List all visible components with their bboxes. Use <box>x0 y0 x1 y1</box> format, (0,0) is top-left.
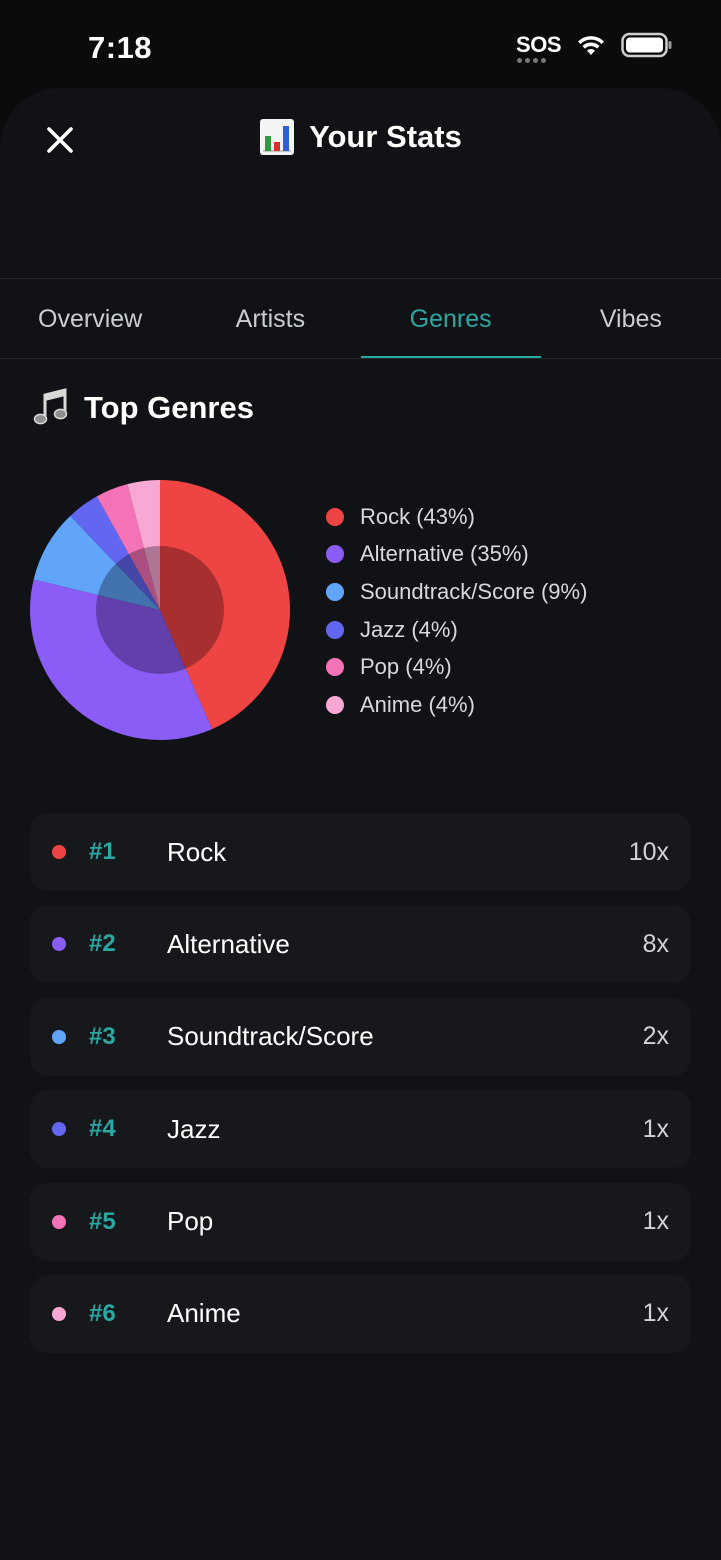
genre-name: Alternative <box>167 928 290 959</box>
legend-dot <box>326 545 344 564</box>
signal-dots-icon <box>517 58 547 63</box>
battery-icon <box>621 32 672 58</box>
status-bar: 7:18 SOS <box>0 0 721 90</box>
genre-rank: #1 <box>89 838 116 865</box>
genre-name: Rock <box>167 836 227 867</box>
pie-slice-rock[interactable] <box>160 480 290 730</box>
genre-name: Jazz <box>167 1113 221 1144</box>
genre-list: #1 Rock 10x #2 Alternative 8x #3 Soundtrack/Sco… <box>30 813 691 1367</box>
section-title: Top Genres <box>84 390 254 425</box>
legend-label: Pop (4%) <box>360 654 452 680</box>
tab-artists[interactable]: Artists <box>235 304 306 333</box>
legend-label: Soundtrack/Score (9%) <box>360 578 588 604</box>
music-notes-icon <box>33 388 68 425</box>
genre-color-dot <box>52 1214 66 1229</box>
genre-row[interactable]: #1 Rock 10x <box>30 813 691 891</box>
status-icons: SOS <box>516 32 673 63</box>
pie-slice-jazz[interactable] <box>70 496 160 610</box>
close-icon <box>47 127 73 153</box>
tab-bar: Overview Artists Genres Vibes <box>0 279 721 359</box>
legend-item: Rock (43%) <box>326 498 587 536</box>
genre-color-dot <box>52 1306 66 1321</box>
legend-label: Jazz (4%) <box>360 616 458 642</box>
genre-row[interactable]: #6 Anime 1x <box>30 1274 691 1353</box>
pie-slice-anime[interactable] <box>127 480 160 610</box>
genre-name: Pop <box>167 1206 214 1237</box>
header-divider <box>0 278 721 279</box>
sheet-header: Your Stats <box>0 100 721 190</box>
genre-count: 1x <box>642 1299 669 1328</box>
legend-item: Soundtrack/Score (9%) <box>326 573 587 611</box>
tab-genres[interactable]: Genres <box>360 279 542 359</box>
legend-label: Alternative (35%) <box>360 541 529 567</box>
genre-color-dot <box>52 845 66 859</box>
legend-dot <box>326 658 344 677</box>
legend-label: Rock (43%) <box>360 503 475 529</box>
sos-indicator: SOS <box>516 32 561 63</box>
section-header: Top Genres <box>32 388 254 428</box>
genre-count: 8x <box>642 929 669 958</box>
genre-count: 1x <box>642 1114 669 1143</box>
sos-label: SOS <box>516 32 561 57</box>
page-title: Your Stats <box>309 119 462 154</box>
tabs-divider <box>0 358 721 359</box>
genre-row[interactable]: #2 Alternative 8x <box>30 905 691 984</box>
genre-count: 10x <box>628 837 669 866</box>
legend-dot <box>326 507 344 526</box>
legend-item: Alternative (35%) <box>326 536 587 574</box>
genre-rank: #4 <box>89 1115 116 1143</box>
pie-slice-pop[interactable] <box>96 484 160 610</box>
genre-count: 2x <box>642 1022 669 1051</box>
pie-slice-alternative[interactable] <box>29 579 213 740</box>
genre-rank: #6 <box>89 1299 116 1327</box>
genre-name: Soundtrack/Score <box>167 1021 374 1052</box>
legend-dot <box>326 582 344 601</box>
genre-rank: #3 <box>89 1022 116 1050</box>
genre-row[interactable]: #4 Jazz 1x <box>30 1090 691 1169</box>
tab-vibes[interactable]: Vibes <box>599 304 662 333</box>
legend-label: Anime (4%) <box>360 691 475 717</box>
wifi-icon <box>578 36 604 55</box>
bar-chart-icon <box>260 119 295 155</box>
status-time: 7:18 <box>88 30 153 65</box>
close-button[interactable] <box>38 118 82 162</box>
genre-color-dot <box>52 937 66 952</box>
header-title-wrap: Your Stats <box>0 118 721 156</box>
legend-dot <box>326 620 344 639</box>
legend-dot <box>326 695 344 714</box>
chart-legend: Rock (43%) Alternative (35%) Soundtrack/Sc… <box>326 498 587 724</box>
genre-color-dot <box>52 1122 66 1137</box>
tab-overview[interactable]: Overview <box>38 304 143 333</box>
genre-rank: #2 <box>89 930 116 958</box>
genre-color-dot <box>52 1029 66 1044</box>
pie-inner-shade <box>96 546 224 674</box>
genre-pie-chart <box>28 478 292 742</box>
genre-row[interactable]: #3 Soundtrack/Score 2x <box>30 997 691 1076</box>
legend-item: Anime (4%) <box>326 686 587 724</box>
genre-row[interactable]: #5 Pop 1x <box>30 1182 691 1261</box>
pie-slice-soundtrack-score[interactable] <box>33 515 160 610</box>
pie-chart-svg <box>29 480 290 740</box>
genre-count: 1x <box>642 1207 669 1236</box>
genre-rank: #5 <box>89 1207 116 1235</box>
legend-item: Jazz (4%) <box>326 611 587 649</box>
genre-name: Anime <box>167 1298 241 1329</box>
legend-item: Pop (4%) <box>326 648 587 686</box>
